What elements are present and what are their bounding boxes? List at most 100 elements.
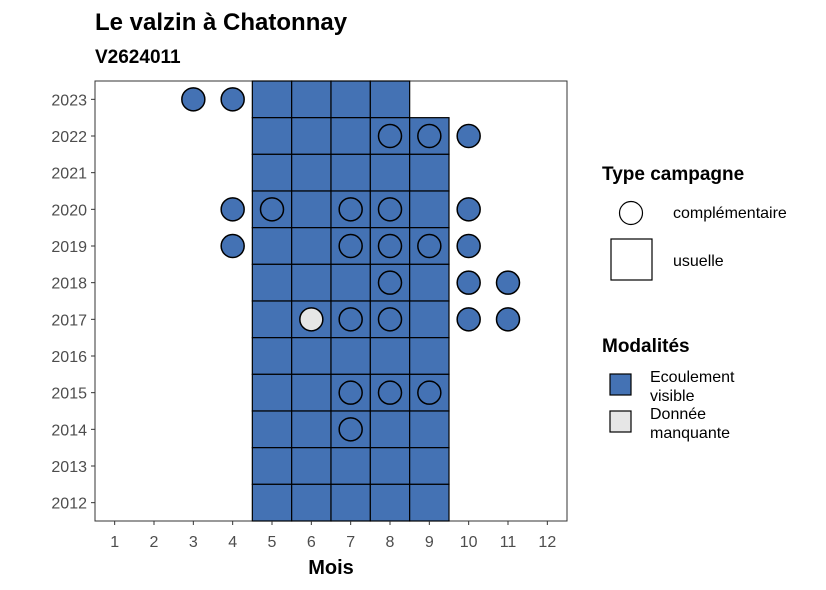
- y-tick-label-2013: 2013: [51, 459, 87, 476]
- x-tick-label-5: 5: [268, 534, 277, 551]
- point-2017-7: [338, 307, 363, 332]
- point-2022-9: [417, 123, 442, 149]
- tile-2018-6: [291, 263, 332, 302]
- x-tick-label-8: 8: [386, 534, 395, 551]
- y-tick-label-2014: 2014: [51, 422, 87, 439]
- tile-2013-8: [369, 447, 411, 485]
- point-2019-9: [417, 233, 442, 259]
- x-tick-label-7: 7: [346, 534, 355, 551]
- point-2020-7: [338, 197, 363, 222]
- legend-type-title: Type campagne: [602, 164, 744, 185]
- legend: Type campagne complémentaire usuelle Mod…: [602, 164, 787, 442]
- legend-donnee-manquante-label: Donnée manquante: [650, 406, 730, 442]
- y-tick-label-2015: 2015: [51, 386, 87, 403]
- y-tick-label-2021: 2021: [51, 166, 87, 183]
- tile-2012-6: [291, 483, 332, 522]
- y-tick-label-2017: 2017: [51, 312, 87, 329]
- y-tick-label-2020: 2020: [51, 202, 87, 219]
- tile-2015-5: [251, 373, 293, 412]
- point-2017-6: [299, 307, 324, 332]
- point-2022-8: [377, 123, 403, 149]
- legend-circle-key: [618, 200, 644, 226]
- point-2015-7: [338, 380, 363, 405]
- tile-2014-6: [291, 410, 332, 449]
- legend-modalites-title: Modalités: [602, 336, 690, 357]
- tile-2020-6: [291, 190, 332, 229]
- point-2020-5: [259, 197, 285, 222]
- tile-2012-8: [369, 483, 411, 522]
- y-tick-label-2023: 2023: [51, 92, 87, 109]
- tile-2018-9: [409, 263, 450, 302]
- tile-2019-6: [291, 227, 332, 265]
- tile-2012-5: [251, 483, 293, 522]
- tile-2021-9: [409, 153, 450, 192]
- x-tick-label-1: 1: [110, 534, 119, 551]
- point-2020-4: [220, 197, 245, 222]
- tile-2016-7: [330, 337, 371, 375]
- tile-2013-6: [291, 447, 332, 485]
- tile-2018-7: [330, 263, 371, 302]
- complementaire-points: [181, 87, 521, 442]
- y-axis: 2012 2013 2014 2015 2016 2017 2018 2019 2020 2021…: [51, 92, 95, 513]
- x-tick-label-3: 3: [189, 534, 198, 551]
- tile-2023-6: [291, 80, 332, 119]
- point-2020-8: [377, 197, 403, 222]
- tile-2022-7: [330, 117, 371, 155]
- tile-2014-9: [409, 410, 450, 449]
- legend-ecoulement-label: Ecoulement visible: [650, 369, 739, 405]
- y-tick-label-2018: 2018: [51, 276, 87, 293]
- tile-2013-9: [409, 447, 450, 485]
- x-axis-label: Mois: [308, 557, 354, 579]
- y-tick-label-2022: 2022: [51, 129, 87, 146]
- legend-ecoulement-key: [609, 373, 632, 396]
- tile-2016-5: [251, 337, 293, 375]
- point-2019-7: [338, 233, 363, 259]
- chart-subtitle: V2624011: [95, 47, 181, 68]
- tile-2015-6: [291, 373, 332, 412]
- point-2017-11: [495, 307, 521, 332]
- point-2019-4: [220, 233, 245, 259]
- x-axis: 1 2 3 4 5 6 7 8 9 10 11 12: [110, 521, 556, 551]
- legend-square-key: [610, 238, 653, 281]
- tile-2017-9: [409, 300, 450, 339]
- x-tick-label-11: 11: [500, 534, 517, 551]
- point-2017-8: [377, 307, 403, 332]
- tile-2023-7: [330, 80, 371, 119]
- legend-usuelle-label: usuelle: [673, 253, 724, 270]
- legend-complementaire-label: complémentaire: [673, 205, 787, 222]
- chart-title: Le valzin à Chatonnay: [95, 9, 348, 36]
- x-tick-label-10: 10: [460, 534, 478, 551]
- tile-2022-5: [251, 117, 293, 155]
- y-tick-label-2016: 2016: [51, 349, 87, 366]
- point-2019-8: [377, 233, 403, 259]
- point-2020-10: [456, 197, 481, 222]
- x-tick-label-6: 6: [307, 534, 316, 551]
- point-2018-11: [495, 270, 521, 295]
- tile-2016-9: [409, 337, 450, 375]
- x-tick-label-2: 2: [150, 534, 159, 551]
- tile-2023-8: [369, 80, 411, 119]
- tile-2022-6: [291, 117, 332, 155]
- tile-2017-5: [251, 300, 293, 339]
- point-2018-8: [377, 270, 403, 295]
- y-tick-label-2012: 2012: [51, 496, 87, 513]
- point-2023-4: [220, 87, 245, 112]
- tile-2019-5: [251, 227, 293, 265]
- point-2018-10: [456, 270, 481, 295]
- x-tick-label-12: 12: [538, 534, 556, 551]
- point-2017-10: [456, 307, 481, 332]
- usuelle-tiles: [251, 80, 450, 522]
- point-2015-8: [377, 380, 403, 405]
- tile-2020-9: [409, 190, 450, 229]
- tile-2014-8: [369, 410, 411, 449]
- tile-2013-5: [251, 447, 293, 485]
- tile-2012-9: [409, 483, 450, 522]
- tile-2018-5: [251, 263, 293, 302]
- tile-2021-7: [330, 153, 371, 192]
- tile-2021-8: [369, 153, 411, 192]
- point-2015-9: [417, 380, 442, 405]
- point-2014-7: [338, 417, 363, 442]
- point-2019-10: [456, 233, 481, 259]
- tile-2014-5: [251, 410, 293, 449]
